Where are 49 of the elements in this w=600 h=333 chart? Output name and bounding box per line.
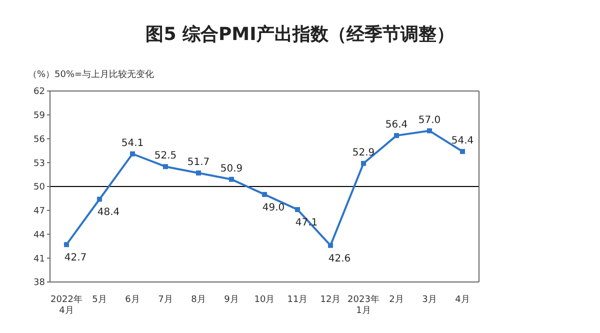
data-label: 52.9 (352, 147, 375, 158)
x-tick-label: 6月 (125, 295, 140, 305)
x-tick-label: 12月 (320, 295, 341, 305)
data-label: 52.5 (154, 150, 177, 162)
y-tick-label: 56 (34, 134, 46, 145)
point (361, 160, 366, 166)
point (163, 164, 168, 170)
point (427, 128, 432, 134)
data-label: 49.0 (262, 202, 285, 214)
chart-title: 图5 综合PMI产出指数（经季节调整） (144, 23, 456, 46)
y-tick-label: 44 (34, 230, 46, 240)
point (262, 192, 267, 197)
y-tick-label: 41 (34, 254, 45, 264)
point (196, 170, 201, 176)
x-tick-label: 10月 (254, 295, 275, 305)
point (328, 242, 333, 248)
data-label: 48.4 (97, 207, 120, 218)
x-tick-label: 2023年 1月 (348, 294, 380, 316)
y-tick-label: 53 (34, 158, 45, 169)
x-tick-label: 2022年 4月 (50, 294, 82, 316)
data-label: 50.9 (220, 163, 243, 174)
x-tick-label: 2月 (389, 295, 404, 305)
y-tick-label: 62 (34, 87, 45, 98)
point (64, 242, 69, 248)
point (295, 207, 300, 212)
x-tick-label: 8月 (191, 295, 206, 305)
x-tick-label: 5月 (92, 295, 107, 305)
point (394, 133, 399, 138)
y-axis-title: （%）50%=与上月比较无变化 (28, 68, 154, 81)
point (229, 176, 234, 182)
data-label: 56.4 (385, 120, 408, 131)
y-tick-label: 47 (34, 206, 45, 217)
x-tick-label: 11月 (287, 295, 308, 305)
point (130, 151, 135, 156)
y-tick-label: 38 (34, 278, 46, 288)
x-tick-label: 3月 (422, 295, 437, 305)
y-tick-label: 59 (34, 111, 46, 122)
x-tick-label: 7月 (158, 295, 173, 305)
data-label: 54.1 (121, 138, 144, 149)
point (97, 196, 102, 202)
data-label: 54.4 (451, 135, 474, 146)
x-tick-label: 4月 (455, 295, 470, 305)
data-label: 57.0 (418, 114, 441, 126)
data-label: 42.7 (64, 252, 87, 264)
x-tick-label: 9月 (224, 295, 239, 305)
point (460, 148, 465, 154)
y-tick-label: 50 (34, 182, 46, 193)
data-label: 42.6 (328, 253, 351, 264)
data-label: 51.7 (187, 156, 210, 168)
